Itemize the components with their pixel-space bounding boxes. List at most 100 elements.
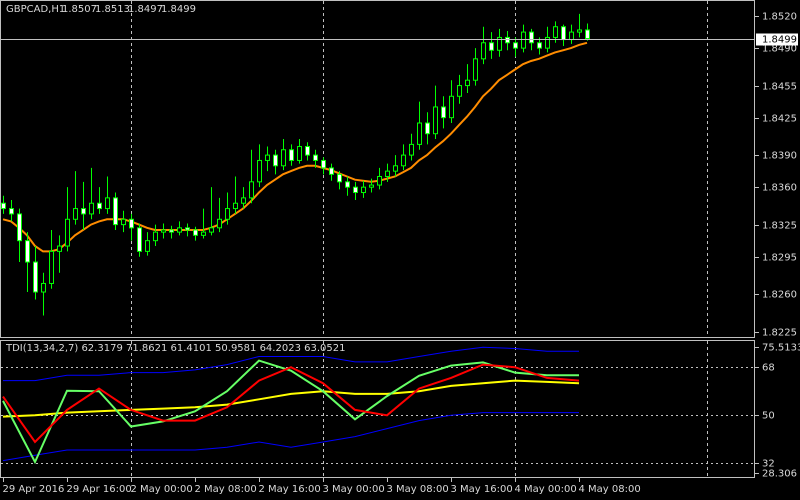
candle-body <box>377 175 382 186</box>
indicator-line <box>3 346 579 382</box>
candle-body <box>145 240 150 252</box>
candle-body <box>41 282 46 293</box>
candle-body <box>161 229 166 233</box>
header-value: 1.8513 <box>95 4 130 15</box>
candle-body <box>265 154 270 161</box>
y-tick-label: 1.8390 <box>762 151 797 162</box>
indicator-line <box>2 363 580 444</box>
candle-body <box>81 208 86 215</box>
y-tick-label: 32 <box>762 459 775 470</box>
candle-body <box>233 202 238 210</box>
candle-body <box>249 181 254 199</box>
candle-body <box>217 218 222 229</box>
indicator-title: TDI(13,34,2,7) 62.3179 71.8621 61.4101 5… <box>5 343 345 354</box>
main-panel <box>0 0 755 338</box>
candle-body <box>241 197 246 204</box>
y-tick-label: 1.8520 <box>762 12 797 23</box>
candle-body <box>497 36 502 51</box>
x-tick-label: 29 Apr 16:00 <box>67 484 132 495</box>
candle-body <box>385 170 390 177</box>
candle-body <box>513 42 518 49</box>
candle-body <box>561 26 566 41</box>
candle-body <box>545 36 550 49</box>
y-tick-label: 1.8325 <box>762 221 797 232</box>
candle-body <box>553 26 558 38</box>
candle-body <box>401 154 406 167</box>
x-tick-label: 4 May 00:00 <box>515 484 577 495</box>
candle-body <box>353 186 358 194</box>
candle-body <box>1 202 6 210</box>
candle-body <box>585 29 590 40</box>
candle-body <box>441 106 446 119</box>
candle-body <box>121 218 126 226</box>
indicator-line <box>2 379 580 418</box>
y-tick-label: 1.8295 <box>762 253 797 264</box>
candle-body <box>529 31 534 44</box>
candle-body <box>177 227 182 233</box>
candle-body <box>57 245 62 252</box>
candle-body <box>465 79 470 87</box>
candle-body <box>369 184 374 188</box>
candle-body <box>169 229 174 233</box>
x-tick-label: 3 May 08:00 <box>387 484 449 495</box>
y-tick-label: 1.8260 <box>762 290 797 301</box>
candle-body <box>305 146 310 156</box>
x-tick-label: 2 May 08:00 <box>195 484 257 495</box>
candle-body <box>361 186 366 194</box>
candle-body <box>569 31 574 41</box>
candle-body <box>537 42 542 49</box>
candle-body <box>313 154 318 161</box>
candle-body <box>337 173 342 183</box>
y-tick-label: 1.8360 <box>762 183 797 194</box>
candle-body <box>345 181 350 188</box>
candle-body <box>89 202 94 215</box>
candle-body <box>393 165 398 172</box>
candle-body <box>33 261 38 293</box>
x-tick-label: 29 Apr 2016 <box>3 484 65 495</box>
header-value: 1.8497 <box>128 4 163 15</box>
candle-body <box>17 213 22 242</box>
candle-body <box>321 159 326 169</box>
candle-body <box>329 167 334 175</box>
x-tick-label: 2 May 00:00 <box>131 484 193 495</box>
bid-label-box <box>756 33 798 46</box>
y-tick-label: 1.8455 <box>762 82 797 93</box>
indicator-panel <box>0 340 755 478</box>
y-tick-label: 1.8490 <box>762 44 797 55</box>
candle-body <box>473 58 478 81</box>
candle-body <box>409 143 414 156</box>
candle-body <box>449 95 454 119</box>
candle-body <box>481 42 486 60</box>
candle-body <box>577 29 582 33</box>
moving-average <box>2 41 588 253</box>
x-tick-label: 3 May 16:00 <box>451 484 513 495</box>
y-tick-label: 1.8425 <box>762 114 797 125</box>
candle-body <box>521 31 526 49</box>
candle-body <box>289 149 294 161</box>
candle-body <box>489 42 494 51</box>
x-tick-label: 4 May 08:00 <box>579 484 641 495</box>
candle-body <box>433 106 438 135</box>
candle-body <box>97 202 102 210</box>
candle-body <box>153 231 158 242</box>
x-tick-label: 3 May 00:00 <box>323 484 385 495</box>
y-tick-label: 28.306 <box>762 469 797 480</box>
candle-body <box>193 229 198 236</box>
candle-body <box>273 154 278 167</box>
candle-body <box>505 36 510 44</box>
bid-label: 1.8499 <box>762 35 797 46</box>
y-tick-label: 75.5133 <box>762 343 800 354</box>
candle-body <box>201 231 206 236</box>
candle-body <box>297 146 302 161</box>
candle-body <box>281 149 286 167</box>
candle-body <box>185 227 190 231</box>
candle-body <box>417 122 422 145</box>
header-value: 1.8499 <box>161 4 196 15</box>
indicator-line <box>2 412 579 462</box>
candle-body <box>129 218 134 229</box>
candle-body <box>425 122 430 135</box>
candle-body <box>113 197 118 226</box>
candle-body <box>209 227 214 233</box>
